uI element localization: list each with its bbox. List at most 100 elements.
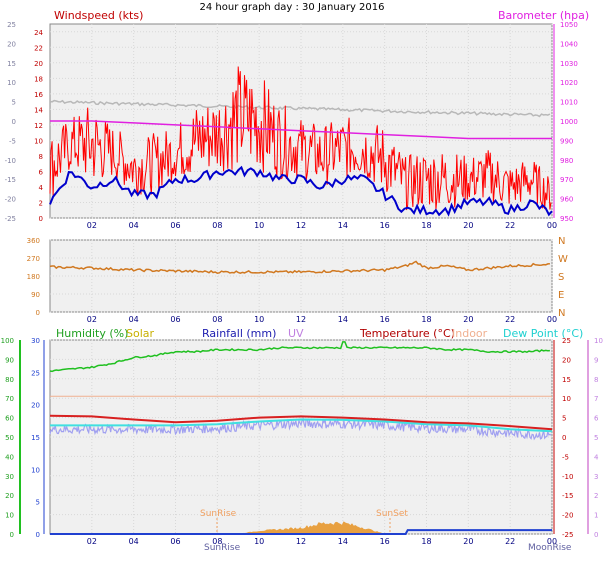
rainfall-label: Rainfall (mm): [202, 327, 276, 340]
uv-y-tick: 6: [594, 415, 599, 423]
sunset-label: SunSet: [376, 509, 408, 519]
uv-y-tick: 5: [594, 434, 598, 442]
temp-panel-ticks: 0102030405060708090100051015202530-25-20…: [1, 337, 603, 546]
windspeed-y-tick: 22: [34, 44, 43, 52]
direction-y-tick: 180: [27, 273, 40, 281]
wind-x-tick: 22: [505, 221, 515, 230]
temp-x-tick: 18: [421, 537, 431, 546]
direction-compass-label: N: [558, 236, 565, 247]
solar-label: Solar: [126, 327, 155, 340]
direction-x-tick: 20: [463, 315, 473, 324]
direction-panel-gridlines: [50, 239, 553, 313]
indoor-label: Indoor: [452, 327, 488, 340]
wind-x-tick: 08: [212, 221, 222, 230]
temperature-y-tick: -25: [562, 531, 573, 539]
direction-y-tick: 360: [27, 237, 40, 245]
direction-x-tick: 08: [212, 315, 222, 324]
wind-panel-ticks: 024681012141618202224-25-20-15-10-505101…: [5, 21, 578, 230]
humidity-y-tick: 90: [5, 356, 14, 364]
wind-x-tick: 14: [338, 221, 348, 230]
rainfall-y-tick: 0: [36, 531, 40, 539]
wind-x-tick: 20: [463, 221, 473, 230]
direction-x-tick: 18: [421, 315, 431, 324]
uv-y-tick: 2: [594, 492, 598, 500]
uv-label: UV: [288, 327, 304, 340]
wind-secondary-y-tick: -25: [5, 215, 16, 223]
wind-x-tick: 02: [87, 221, 97, 230]
barometer-y-tick: 980: [560, 157, 573, 165]
temperature-y-tick: 0: [562, 434, 566, 442]
direction-compass-label: S: [558, 272, 564, 283]
wind-secondary-y-tick: 15: [7, 60, 16, 68]
humidity-y-tick: 60: [5, 415, 14, 423]
windspeed-y-tick: 14: [34, 106, 43, 114]
direction-x-tick: 02: [87, 315, 97, 324]
temp-panel-gridlines: [50, 339, 553, 535]
direction-x-tick: 14: [338, 315, 348, 324]
wind-secondary-y-tick: -10: [5, 157, 16, 165]
uv-y-tick: 10: [594, 337, 603, 345]
barometer-y-tick: 1020: [560, 79, 578, 87]
solar-area: [238, 521, 385, 535]
barometer-y-tick: 1010: [560, 99, 578, 107]
direction-compass-label: E: [558, 290, 564, 301]
uv-band-line: [49, 417, 552, 441]
uv-y-tick: 3: [594, 473, 598, 481]
wind-secondary-y-tick: 10: [7, 79, 16, 87]
rainfall-y-tick: 5: [36, 499, 40, 507]
temp-x-tick: 22: [505, 537, 515, 546]
rainfall-y-tick: 30: [31, 337, 40, 345]
wind-secondary-y-tick: 0: [12, 118, 16, 126]
temp-x-tick: 06: [170, 537, 180, 546]
sunrise-label: SunRise: [200, 509, 237, 519]
uv-y-tick: 9: [594, 356, 598, 364]
windspeed-y-tick: 8: [39, 153, 43, 161]
humidity-y-tick: 20: [5, 492, 14, 500]
humidity-y-tick: 70: [5, 395, 14, 403]
humidity-y-tick: 80: [5, 376, 14, 384]
wind-x-tick: 18: [421, 221, 431, 230]
wind-panel-series: [49, 66, 553, 217]
wind-secondary-y-tick: -15: [5, 176, 16, 184]
temperature-y-tick: -5: [562, 453, 569, 461]
direction-x-tick: 06: [170, 315, 180, 324]
dewpoint-line: [50, 418, 553, 433]
barometer-line: [50, 120, 552, 140]
humidity-y-tick: 0: [10, 531, 14, 539]
temperature-y-tick: 10: [562, 395, 571, 403]
temperature-y-tick: 15: [562, 376, 571, 384]
direction-compass-label: N: [558, 308, 565, 319]
temp-x-tick: 08: [212, 537, 222, 546]
windspeed-y-tick: 6: [39, 168, 44, 176]
direction-x-tick: 00: [547, 315, 557, 324]
direction-panel-series: [49, 260, 550, 274]
windspeed-y-tick: 24: [34, 29, 43, 37]
page-title: 24 hour graph day : 30 January 2016: [200, 2, 385, 13]
windspeed-y-tick: 20: [34, 60, 43, 68]
wind-x-tick: 16: [380, 221, 390, 230]
direction-x-tick: 04: [129, 315, 139, 324]
temp-panel-series: [49, 341, 553, 535]
moonrise-axis-label: MoonRise: [528, 543, 572, 553]
direction-x-tick: 22: [505, 315, 515, 324]
wind-secondary-y-tick: -20: [5, 196, 16, 204]
temp-x-tick: 20: [463, 537, 473, 546]
humidity-y-tick: 40: [5, 453, 14, 461]
rainfall-y-tick: 25: [31, 369, 40, 377]
windspeed-y-tick: 16: [34, 91, 43, 99]
direction-panel-ticks: 0 N 90 E 180 S 270 W 360 N 02 04 06 08 10 12 14 16 18 20 22 0…: [27, 236, 568, 324]
temperature-label: Temperature (°C): [359, 327, 455, 340]
windspeed-y-tick: 12: [34, 122, 43, 130]
uv-y-tick: 8: [594, 376, 598, 384]
wind-secondary-y-tick: 25: [7, 21, 16, 29]
windspeed-y-tick: 18: [34, 75, 43, 83]
windspeed-y-tick: 4: [39, 184, 44, 192]
barometer-y-tick: 970: [560, 176, 573, 184]
humidity-y-tick: 30: [5, 473, 14, 481]
windspeed-label: Windspeed (kts): [54, 9, 143, 22]
windspeed-line: [49, 66, 552, 211]
humidity-y-tick: 10: [5, 512, 14, 520]
wind-secondary-y-tick: -5: [9, 137, 16, 145]
